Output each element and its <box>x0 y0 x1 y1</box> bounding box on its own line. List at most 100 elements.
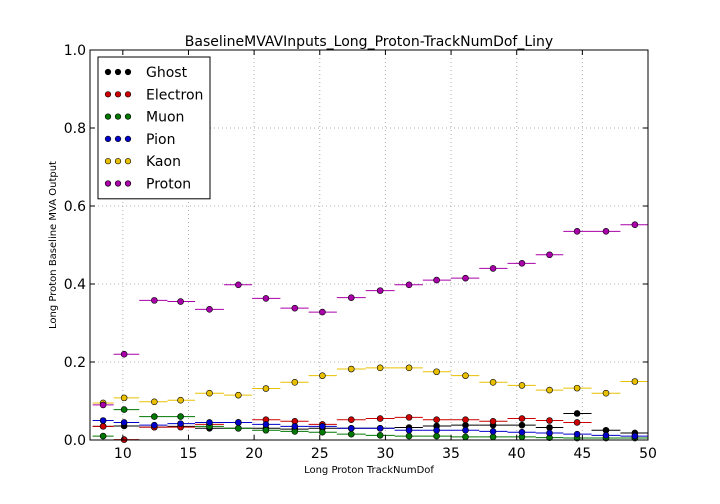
legend-marker <box>124 113 132 120</box>
y-tick-label: 0.6 <box>64 199 86 215</box>
proton-point <box>602 228 610 235</box>
pion-point <box>518 428 526 436</box>
pion-point <box>347 424 355 432</box>
y-tick-label: 0.4 <box>64 277 86 293</box>
legend-marker <box>124 180 132 187</box>
kaon-point <box>518 382 526 389</box>
pion-point <box>235 419 242 426</box>
pion-point <box>206 419 213 426</box>
legend-marker <box>104 158 112 165</box>
kaon-point <box>546 386 553 394</box>
ghost-point <box>573 410 581 417</box>
legend-marker <box>114 91 122 98</box>
legend-entry-kaon: Kaon <box>104 154 181 170</box>
proton-point <box>99 401 107 409</box>
y-tick-label: 1.0 <box>64 43 86 59</box>
x-tick-label: 30 <box>376 446 394 462</box>
legend-marker <box>114 180 122 187</box>
legend-marker <box>124 158 132 165</box>
muon-point <box>405 432 413 440</box>
series-electron <box>92 414 592 443</box>
y-axis-label: Long Proton Baseline MVA Output <box>48 161 59 329</box>
muon-point <box>99 432 107 440</box>
pion-point <box>151 421 158 429</box>
proton-point <box>319 308 326 316</box>
axes: 10 15 20 25 30 35 40 45 50 0.0 0.2 0.4 0.6 0.8 1.0 <box>64 43 657 462</box>
kaon-point <box>602 389 610 397</box>
muon-point <box>120 406 128 413</box>
series-pion <box>92 417 648 440</box>
muon-point <box>262 426 270 434</box>
proton-point <box>573 228 581 235</box>
legend-marker <box>104 91 112 98</box>
legend-label: Pion <box>146 132 175 148</box>
legend-label: Kaon <box>146 154 181 170</box>
plot-frame <box>89 49 649 441</box>
x-tick-label: 25 <box>311 446 329 462</box>
legend-label: Proton <box>146 177 191 193</box>
proton-point <box>347 294 355 301</box>
legend-marker <box>124 68 132 76</box>
kaon-point <box>177 396 184 404</box>
proton-point <box>235 281 242 289</box>
kaon-point <box>206 389 213 397</box>
legend: Ghost Electron Muon Pion Kaon Proton <box>97 56 211 200</box>
legend-marker <box>104 135 112 142</box>
legend-marker <box>114 68 122 76</box>
x-tick-label: 10 <box>114 446 132 462</box>
electron-point <box>347 416 355 424</box>
muon-point <box>347 430 355 438</box>
legend-marker <box>104 68 112 76</box>
muon-point <box>462 433 469 441</box>
electron-point <box>573 419 581 426</box>
legend-label: Muon <box>146 110 184 126</box>
pion-point <box>262 421 270 428</box>
legend-entry-proton: Proton <box>104 177 191 193</box>
legend-marker <box>114 135 122 142</box>
pion-point <box>546 429 553 437</box>
y-tick-label: 0.2 <box>64 355 86 371</box>
x-tick-label: 45 <box>573 446 591 462</box>
x-tick-label: 20 <box>245 446 263 462</box>
proton-point <box>462 274 469 282</box>
kaon-point <box>405 364 413 372</box>
series-proton <box>92 221 648 409</box>
pion-point <box>573 430 581 438</box>
electron-point <box>433 416 440 424</box>
pion-point <box>291 423 299 430</box>
x-tick-label: 50 <box>639 446 657 462</box>
pion-point <box>99 417 107 424</box>
legend-marker <box>114 113 122 120</box>
kaon-point <box>462 372 469 379</box>
y-tick-label: 0.8 <box>64 121 86 137</box>
series-kaon <box>92 364 648 407</box>
pion-point <box>120 419 128 426</box>
legend-entry-pion: Pion <box>104 132 175 148</box>
data-series <box>92 221 648 443</box>
x-tick-label: 40 <box>508 446 526 462</box>
proton-point <box>546 251 553 259</box>
muon-point <box>376 432 384 439</box>
proton-point <box>433 276 440 284</box>
pion-point <box>489 428 497 435</box>
pion-point <box>631 432 639 440</box>
electron-point <box>376 415 384 422</box>
chart-title: BaselineMVAVInputs_Long_Proton-TrackNumD… <box>185 34 553 50</box>
legend-label: Electron <box>146 87 203 103</box>
proton-point <box>376 287 384 294</box>
x-tick-label: 15 <box>180 446 198 462</box>
pion-point <box>319 423 326 430</box>
legend-box <box>97 56 211 200</box>
kaon-point <box>120 394 128 402</box>
pion-point <box>433 426 440 434</box>
pion-point <box>462 426 469 434</box>
proton-point <box>206 306 213 313</box>
electron-point <box>462 416 469 424</box>
proton-point <box>262 295 270 302</box>
kaon-point <box>235 391 242 399</box>
proton-point <box>489 265 497 272</box>
pion-point <box>602 432 610 439</box>
kaon-point <box>151 398 158 406</box>
legend-entry-muon: Muon <box>104 110 184 126</box>
